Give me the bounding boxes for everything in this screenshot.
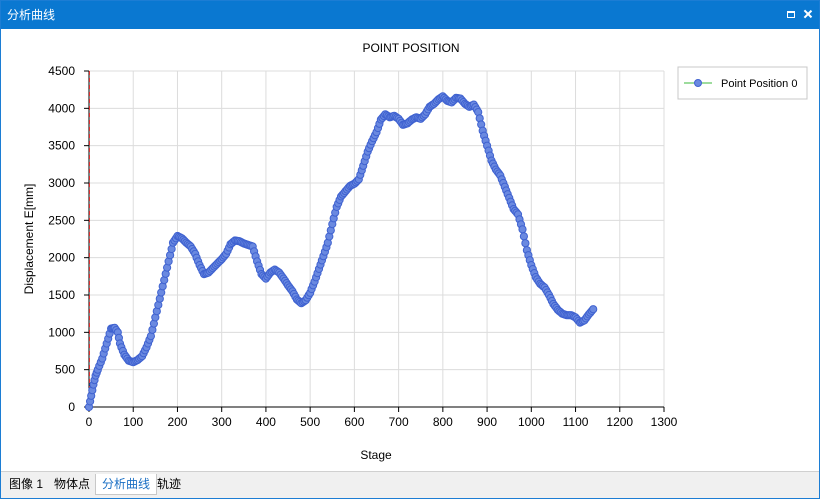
chart-title: POINT POSITION	[362, 41, 459, 55]
x-tick-label: 600	[344, 415, 364, 429]
x-tick-label: 1000	[518, 415, 545, 429]
x-tick-label: 1100	[563, 415, 589, 429]
y-tick-label: 3000	[48, 176, 75, 190]
close-button[interactable]	[800, 6, 816, 22]
tab-object-points[interactable]: 物体点	[54, 477, 91, 491]
y-tick-label: 2500	[48, 213, 75, 227]
title-bar: 分析曲线	[1, 1, 819, 29]
x-tick-label: 1300	[651, 415, 678, 429]
x-tick-label: 500	[300, 415, 320, 429]
bottom-tab-bar: 图像 1 物体点 分析曲线 轨迹	[1, 471, 819, 498]
series-line	[88, 95, 594, 408]
y-tick-label: 2000	[48, 251, 75, 265]
tab-analysis-curve[interactable]: 分析曲线	[95, 474, 158, 495]
x-tick-label: 1200	[606, 415, 633, 429]
tab-image-1[interactable]: 图像 1	[9, 477, 44, 491]
y-tick-label: 1000	[48, 325, 75, 339]
y-axis-label: Displacement E[mm]	[22, 184, 36, 295]
axes: 0 100 200 300 400 500 600 700 800 900 1000 1100 1200…	[48, 64, 677, 429]
window-title: 分析曲线	[7, 8, 56, 22]
maximize-button[interactable]	[783, 6, 799, 22]
series-layer	[84, 92, 598, 412]
y-tick-label: 500	[55, 363, 75, 377]
x-tick-label: 800	[433, 415, 453, 429]
close-icon	[803, 9, 813, 19]
legend-marker	[694, 79, 702, 87]
tab-trajectory[interactable]: 轨迹	[157, 477, 182, 491]
y-tick-label: 0	[68, 400, 75, 414]
line-chart: POINT POSITION 0 100 200 300 400 500 600 700 800…	[22, 41, 808, 462]
grid	[89, 70, 665, 407]
data-point	[521, 239, 530, 248]
maximize-icon	[787, 10, 795, 18]
x-axis-label: Stage	[360, 448, 392, 462]
x-tick-label: 400	[256, 415, 276, 429]
y-tick-label: 4000	[48, 101, 75, 115]
y-tick-label: 1500	[48, 288, 75, 302]
x-tick-label: 300	[212, 415, 232, 429]
x-tick-label: 900	[477, 415, 497, 429]
data-point	[518, 225, 527, 234]
x-tick-label: 200	[167, 415, 187, 429]
x-tick-label: 700	[389, 415, 409, 429]
x-tick-label: 0	[86, 415, 93, 429]
legend[interactable]: Point Position 0	[677, 66, 808, 100]
data-point	[589, 305, 598, 314]
data-point	[519, 232, 529, 241]
x-tick-label: 100	[123, 415, 143, 429]
y-tick-label: 3500	[48, 139, 75, 153]
legend-label: Point Position 0	[721, 78, 797, 90]
y-tick-label: 4500	[48, 64, 75, 78]
legend-box	[677, 66, 808, 100]
chart-area: POINT POSITION 0 100 200 300 400 500 600 700 800…	[6, 29, 816, 471]
